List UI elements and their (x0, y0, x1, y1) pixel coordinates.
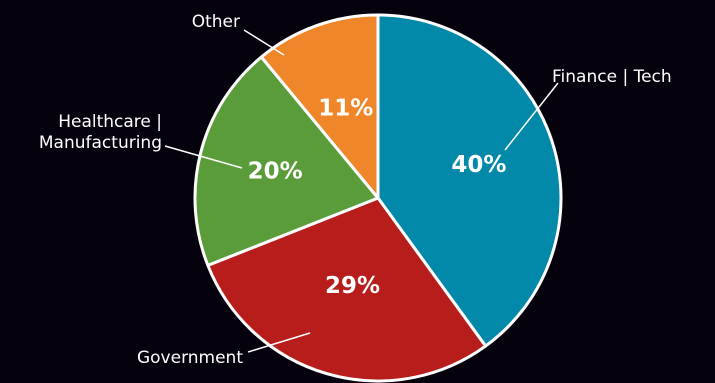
pie-slice-healthcare-manufacturing (193, 55, 380, 267)
pie-slice-government (206, 196, 488, 383)
value-label-finance-tech: 40% (451, 152, 506, 178)
pie-slice-other (259, 13, 380, 200)
leader-line-government (247, 332, 311, 353)
leader-line-healthcare-manufacturing (164, 145, 243, 169)
value-label-government: 29% (325, 273, 380, 299)
category-label-other: Other (192, 12, 240, 32)
leader-line-other (243, 29, 285, 56)
category-label-healthcare-manufacturing: Healthcare | Manufacturing (39, 112, 162, 153)
value-label-healthcare-manufacturing: 20% (248, 159, 303, 185)
leader-line-finance-tech (504, 82, 559, 151)
category-label-finance-tech: Finance | Tech (552, 67, 672, 87)
pie-slice-finance-tech (376, 13, 563, 348)
category-label-government: Government (137, 348, 243, 368)
value-label-other: 11% (318, 95, 373, 121)
